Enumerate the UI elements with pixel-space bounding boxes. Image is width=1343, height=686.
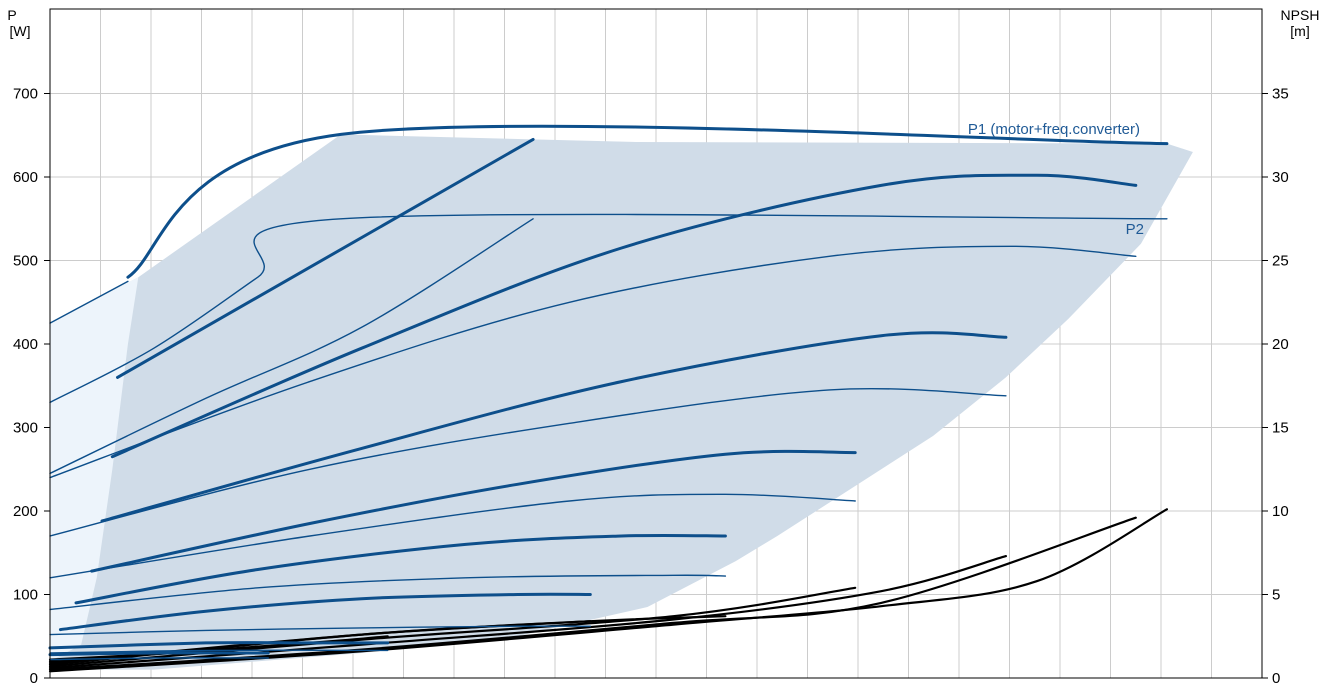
y-right-label-line2: [m] (1290, 23, 1309, 39)
p2-curve (49, 245, 1137, 479)
envelope-fill (50, 134, 1193, 670)
p2-curve (49, 625, 591, 636)
p2-curve (49, 649, 389, 654)
p2-curve (49, 657, 269, 661)
annotation-p1: P1 (motor+freq.converter) (968, 121, 1140, 138)
axes: 0 100 200 300 400 500 600 700 0 5 10 15 20 25 30 35 (13, 8, 1289, 686)
p2-curve (49, 574, 727, 611)
y-right-tick-label: 25 (1272, 253, 1289, 270)
y-left-tick-label: 500 (13, 253, 38, 270)
y-right-tick-label: 15 (1272, 420, 1289, 437)
p2-curve (49, 213, 1168, 404)
y-right-tick-label: 10 (1272, 503, 1289, 520)
operating-envelope (50, 134, 1193, 670)
y-left-tick-label: 400 (13, 336, 38, 353)
y-right-tick-label: 5 (1272, 587, 1280, 604)
y-left-label-line1: P (7, 7, 16, 23)
npsh-curve (48, 555, 1007, 670)
y-left-tick-label: 200 (13, 503, 38, 520)
p2-curve (49, 493, 856, 579)
p1-curve (110, 173, 1138, 459)
p1-curve (100, 331, 1008, 523)
p1-curve (126, 124, 1169, 279)
p2-curves (49, 213, 1168, 661)
npsh-curves (48, 508, 1168, 673)
y-left-tick-label: 700 (13, 86, 38, 103)
p1-curve (58, 592, 592, 632)
y-left-label-line2: [W] (10, 23, 31, 39)
p2-curve (49, 280, 129, 324)
y-right-tick-label: 20 (1272, 336, 1289, 353)
p2-curve (49, 387, 1007, 537)
y-right-label-line1: NPSH (1281, 7, 1320, 23)
y-left-tick-label: 100 (13, 587, 38, 604)
y-left-tick-label: 0 (30, 670, 38, 686)
p1-curve (74, 533, 727, 605)
p1-curves (48, 124, 1169, 657)
light-region (50, 277, 139, 662)
p1-curve (48, 641, 390, 650)
y-right-tick-label: 30 (1272, 169, 1289, 186)
y-right-tick-label: 0 (1272, 670, 1280, 686)
p1-curve (90, 449, 857, 573)
npsh-curve (48, 508, 1168, 673)
y-left-tick-label: 600 (13, 169, 38, 186)
p2-curve (49, 218, 534, 475)
p1-curve (116, 137, 535, 379)
p1-curve (48, 651, 270, 657)
annotation-p2: P2 (1126, 221, 1144, 238)
npsh-curve (48, 586, 857, 668)
y-right-tick-label: 35 (1272, 86, 1289, 103)
y-left-tick-label: 300 (13, 420, 38, 437)
